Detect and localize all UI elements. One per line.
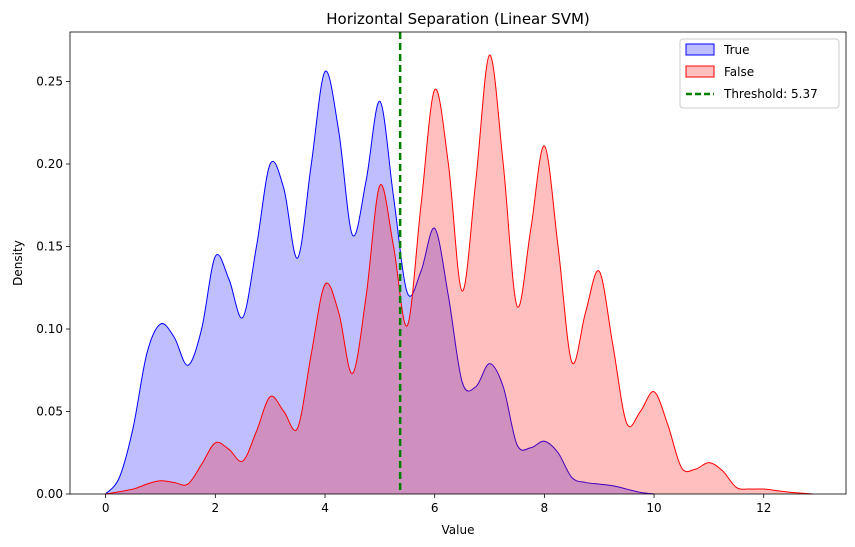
legend-swatch-false: [685, 65, 715, 78]
y-tick-label: 0.10: [36, 322, 63, 336]
series-line-true: [105, 70, 655, 495]
plot-frame: [69, 31, 847, 495]
x-tick-label: 2: [212, 501, 220, 515]
series-layer: [105, 54, 814, 495]
y-tick-label: 0.25: [36, 75, 63, 89]
x-tick-label: 0: [102, 501, 110, 515]
x-axis-label: Value: [442, 523, 475, 537]
x-tick-label: 4: [321, 501, 329, 515]
x-tick-label: 6: [431, 501, 439, 515]
y-tick-label: 0.05: [36, 405, 63, 419]
y-tick-label: 0.00: [36, 487, 63, 501]
x-tick-label: 12: [756, 501, 771, 515]
series-area-false: [105, 55, 814, 494]
y-tick-label: 0.15: [36, 240, 63, 254]
y-axis: 0.00 0.05 0.10 0.15 0.20 0.25: [36, 75, 70, 501]
x-tick-label: 10: [646, 501, 661, 515]
series-area-true: [105, 71, 655, 495]
y-tick-label: 0.20: [36, 157, 63, 171]
legend-swatch-true: [685, 43, 715, 56]
legend: True False Threshold: 5.37: [679, 38, 840, 109]
legend-label-false: False: [724, 65, 754, 79]
series-line-false: [105, 54, 814, 495]
x-axis: 0 2 4 6 8 10 12: [102, 494, 771, 515]
chart-title: Horizontal Separation (Linear SVM): [326, 10, 590, 28]
legend-label-threshold: Threshold: 5.37: [723, 87, 818, 101]
legend-label-true: True: [723, 43, 750, 57]
x-tick-label: 8: [541, 501, 549, 515]
y-axis-label: Density: [11, 240, 25, 286]
legend-box: [679, 38, 840, 109]
